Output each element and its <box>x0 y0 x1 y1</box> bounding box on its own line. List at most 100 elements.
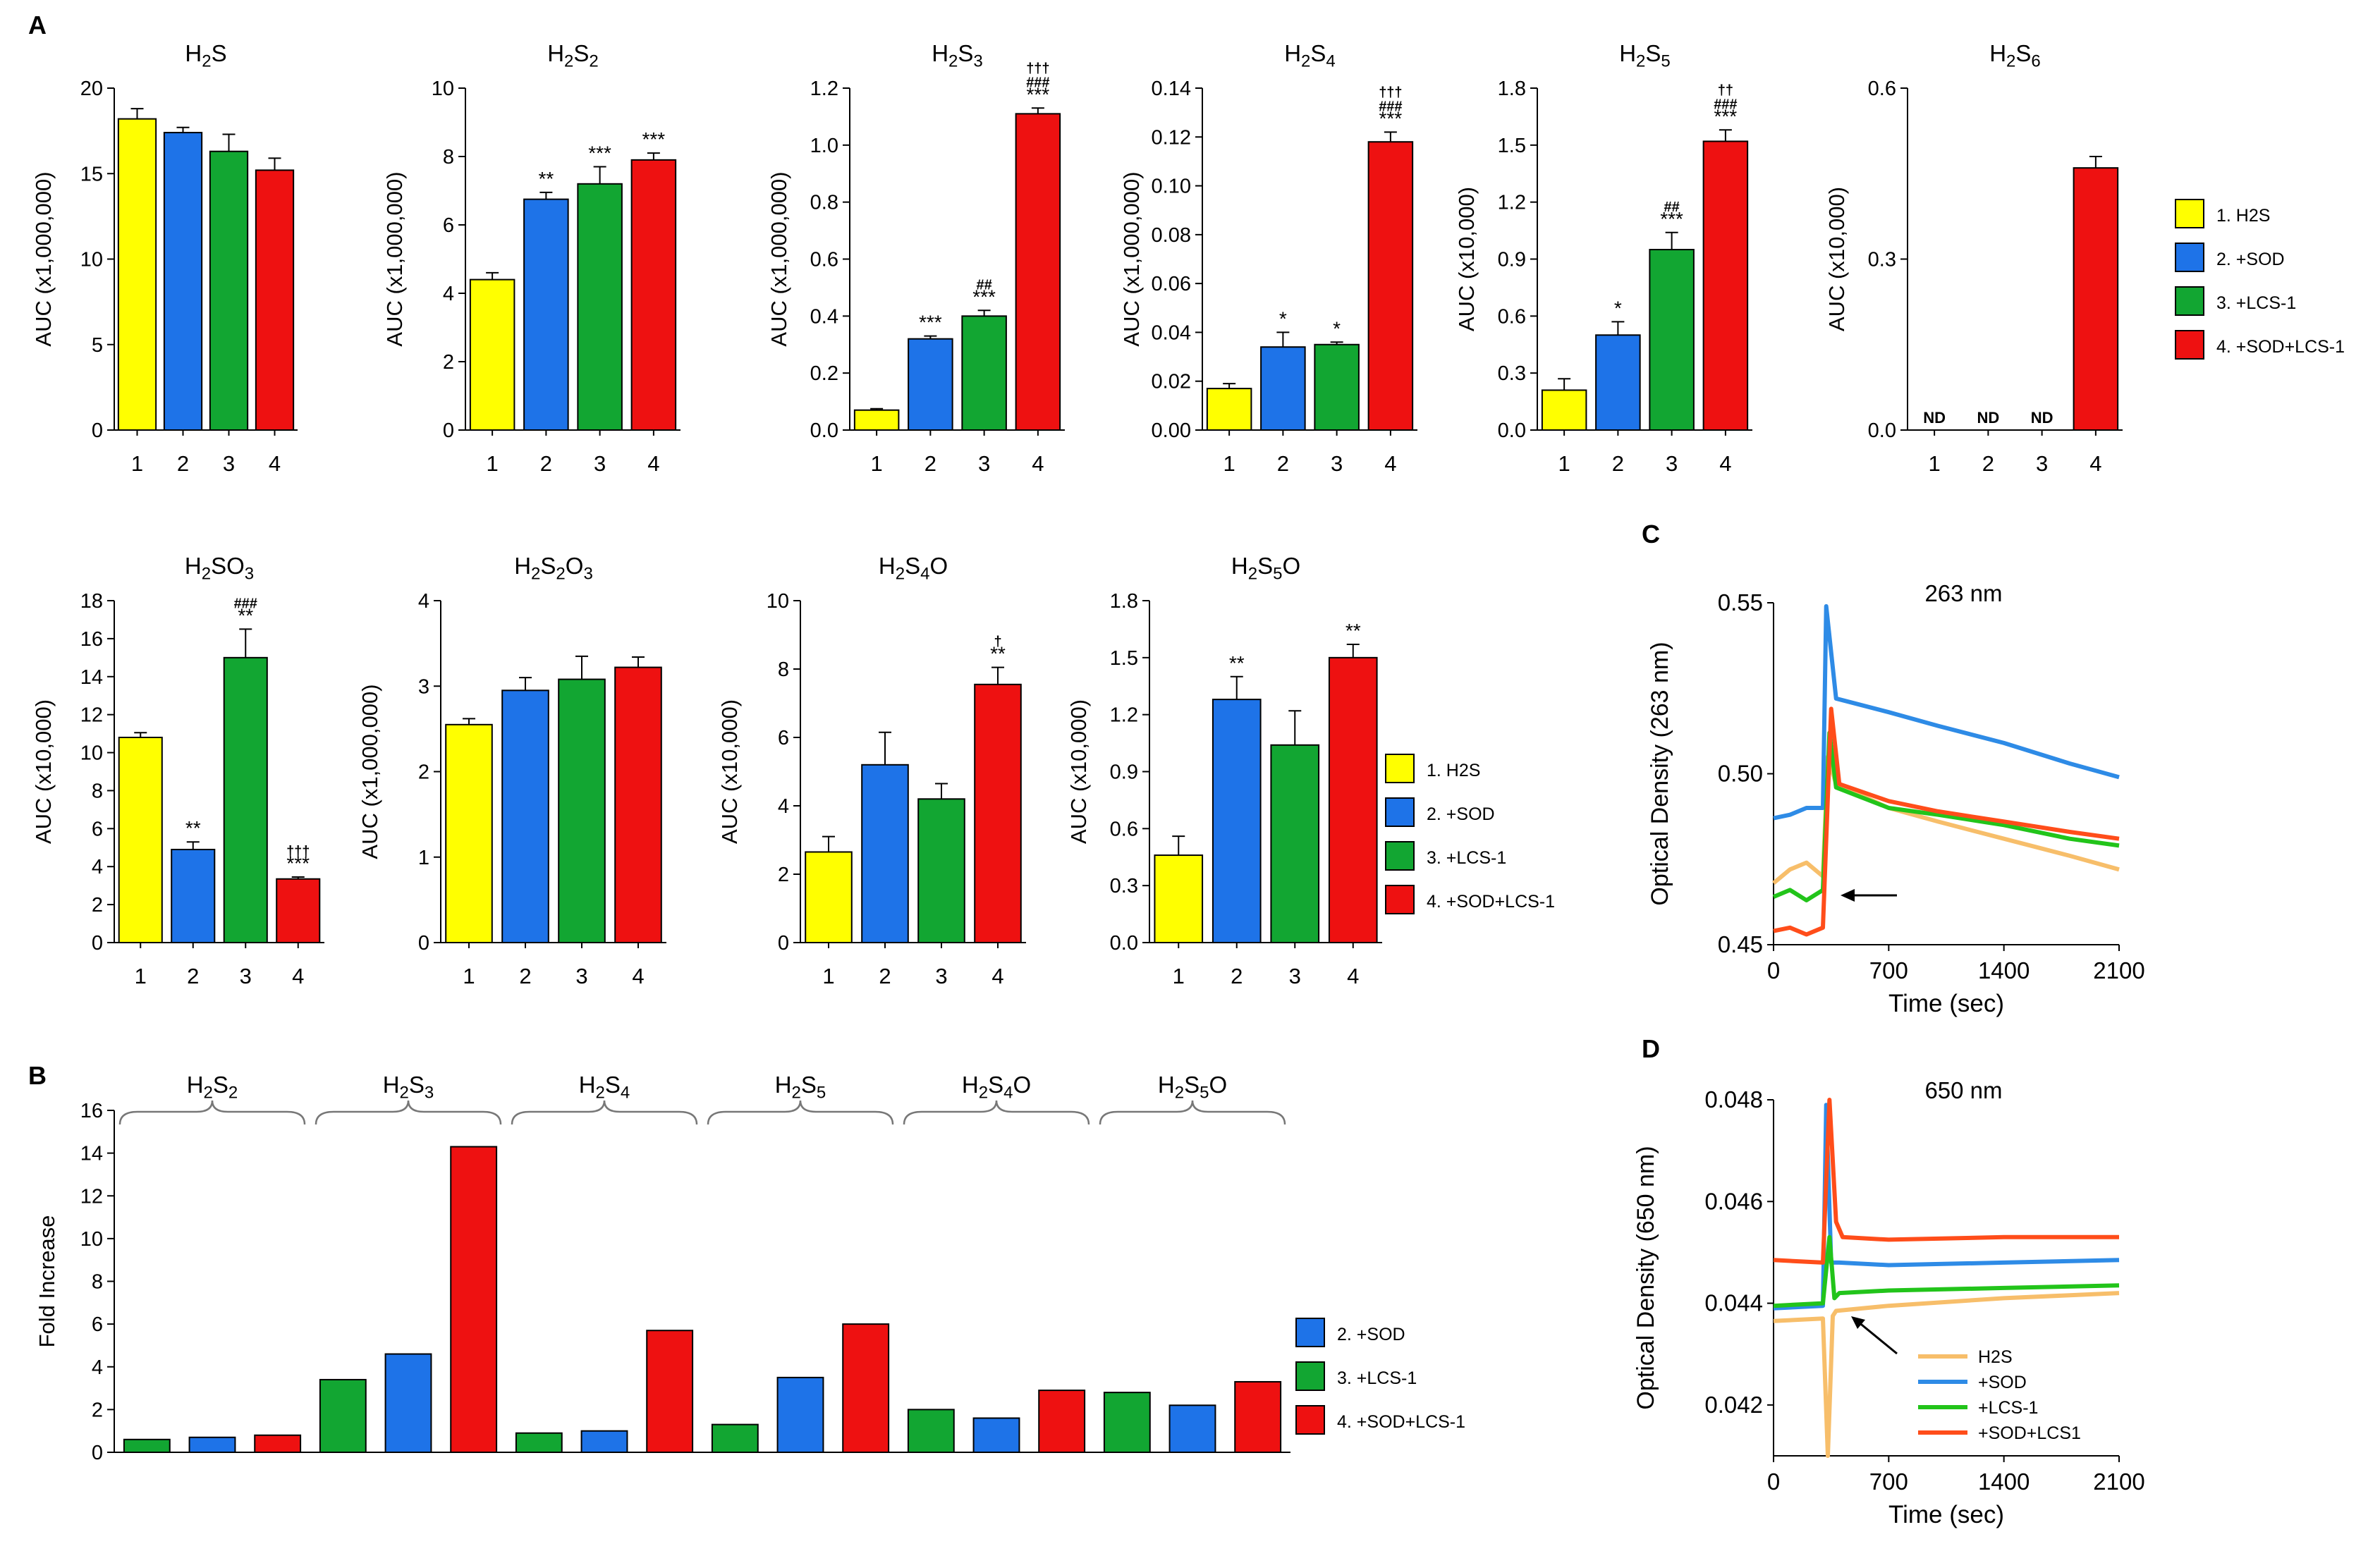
x-tick-label: 1 <box>1929 451 1941 476</box>
significance-mark: *** <box>1379 107 1403 129</box>
y-tick-label: 0 <box>443 419 454 442</box>
y-tick-label: 0.0 <box>1110 932 1138 955</box>
bar <box>1168 1404 1216 1453</box>
bar <box>188 1436 236 1453</box>
y-tick-label: 4 <box>443 283 454 305</box>
panel-label-D: D <box>1642 1034 1660 1063</box>
legend-entry: +SOD <box>1978 1373 2027 1392</box>
y-tick-label: 1.5 <box>1498 135 1526 157</box>
significance-mark: *** <box>642 128 666 150</box>
x-tick-label: 3 <box>1666 451 1678 476</box>
bar-chart-8: 0 1 2 3 4 AUC (x1,000,000) H2S2O3 1 2 3 4 <box>358 553 666 988</box>
y-axis-label: AUC (x1,000,000) <box>1119 171 1144 346</box>
bar-chart-2: 0 2 4 6 8 10 AUC (x1,000,000) H2S2 1 ** 2 *** 3 *** 4 <box>382 40 681 476</box>
y-tick-label: 0.0 <box>1868 419 1896 442</box>
bar <box>614 666 662 943</box>
bar-chart-4: 0.00 0.02 0.04 0.06 0.08 0.10 0.12 0.14 AUC (x1,… <box>1119 40 1417 476</box>
y-tick-label: 20 <box>80 78 103 100</box>
chart-title: H2S <box>185 40 226 70</box>
chart-title: H2S6 <box>1989 40 2041 70</box>
y-tick-label: 0.046 <box>1704 1188 1763 1214</box>
bar <box>1206 388 1252 431</box>
legend-entry: 4. +SOD+LCS-1 <box>1427 892 1555 912</box>
y-tick-label: 0.55 <box>1718 589 1763 615</box>
bar <box>961 315 1007 431</box>
panel-label-A: A <box>28 11 47 39</box>
x-tick-label: 2100 <box>2093 1469 2144 1495</box>
bar <box>123 1438 171 1453</box>
significance-mark: ††† <box>1026 61 1049 76</box>
y-tick-label: 0.9 <box>1498 249 1526 271</box>
legend-swatch <box>2175 286 2204 316</box>
bar <box>1103 1392 1151 1453</box>
y-axis-label: AUC (x1,000,000) <box>382 171 407 346</box>
bar <box>469 278 515 431</box>
legend-entry: +SOD+LCS1 <box>1978 1423 2081 1443</box>
group-brace <box>1099 1100 1286 1125</box>
group-label: H2S2 <box>187 1072 238 1102</box>
bar <box>972 1417 1020 1453</box>
bar <box>1015 113 1061 431</box>
x-tick-label: 2 <box>1612 451 1624 476</box>
bar <box>209 150 249 431</box>
x-tick-label: 3 <box>978 451 990 476</box>
bar <box>276 878 321 943</box>
x-tick-label: 700 <box>1869 1469 1908 1495</box>
y-tick-label: 2 <box>443 351 454 374</box>
y-tick-label: 10 <box>80 1228 103 1251</box>
y-tick-label: 0.6 <box>1868 78 1896 100</box>
chart-title: 263 nm <box>1924 580 2002 606</box>
bar <box>1038 1390 1086 1453</box>
x-tick-label: 4 <box>632 964 644 988</box>
arrow-line <box>1857 1320 1898 1355</box>
x-tick-label: 2 <box>519 964 531 988</box>
x-tick-label: 2 <box>187 964 199 988</box>
significance-mark: ††† <box>1379 85 1402 100</box>
y-tick-label: 4 <box>92 856 103 878</box>
chart-title: H2S3 <box>932 40 983 70</box>
chart-title: H2S2 <box>547 40 599 70</box>
bar <box>223 656 268 943</box>
y-tick-label: 10 <box>767 590 789 613</box>
legend-swatch <box>1295 1361 1325 1391</box>
group-brace <box>903 1100 1090 1125</box>
y-tick-label: 0.3 <box>1868 249 1896 271</box>
bar-chart-3: 0.0 0.2 0.4 0.6 0.8 1.0 1.2 AUC (x1,000,000) H2S… <box>767 40 1065 476</box>
legend-A-top: 1. H2S 2. +SOD 3. +LCS-1 4. +SOD+LCS-1 <box>2175 199 2345 360</box>
y-tick-label: 0.04 <box>1152 321 1191 344</box>
series-line <box>1773 1291 2120 1458</box>
x-tick-label: 2 <box>879 964 891 988</box>
y-tick-label: 1 <box>418 847 429 869</box>
x-tick-label: 2 <box>540 451 552 476</box>
y-tick-label: 0 <box>418 932 429 955</box>
x-tick-label: 2 <box>1982 451 1994 476</box>
y-axis-label: AUC (x10,000) <box>1454 187 1479 331</box>
y-tick-label: 0.6 <box>810 249 838 271</box>
significance-mark: ** <box>238 604 253 626</box>
series-line <box>1773 603 2120 821</box>
x-tick-label: 2100 <box>2093 957 2144 983</box>
bar <box>1260 346 1306 431</box>
significance-mark: ††† <box>286 844 310 859</box>
bar <box>501 689 549 943</box>
significance-mark: * <box>1333 317 1341 339</box>
y-tick-label: 8 <box>443 146 454 168</box>
x-tick-label: 700 <box>1869 957 1908 983</box>
significance-mark: *** <box>1027 83 1050 105</box>
bar <box>523 198 569 431</box>
y-tick-label: 0.45 <box>1718 931 1763 957</box>
legend-swatch <box>2175 199 2204 228</box>
legend-swatch <box>1385 885 1415 914</box>
y-tick-label: 0.3 <box>1498 362 1526 385</box>
y-tick-label: 0.50 <box>1718 761 1763 787</box>
legend-entry: H2S <box>1978 1347 2013 1367</box>
bar-label: ND <box>1977 409 1999 427</box>
x-axis-label: Time (sec) <box>1888 990 2004 1017</box>
y-tick-label: 6 <box>778 727 789 749</box>
y-tick-label: 1.0 <box>810 135 838 157</box>
x-tick-label: 4 <box>269 451 281 476</box>
bar-chart-1: 0 5 10 15 20 AUC (x1,000,000) H2S 1 2 3 4 <box>31 40 298 476</box>
x-tick-label: 2 <box>177 451 189 476</box>
x-tick-label: 3 <box>1289 964 1301 988</box>
